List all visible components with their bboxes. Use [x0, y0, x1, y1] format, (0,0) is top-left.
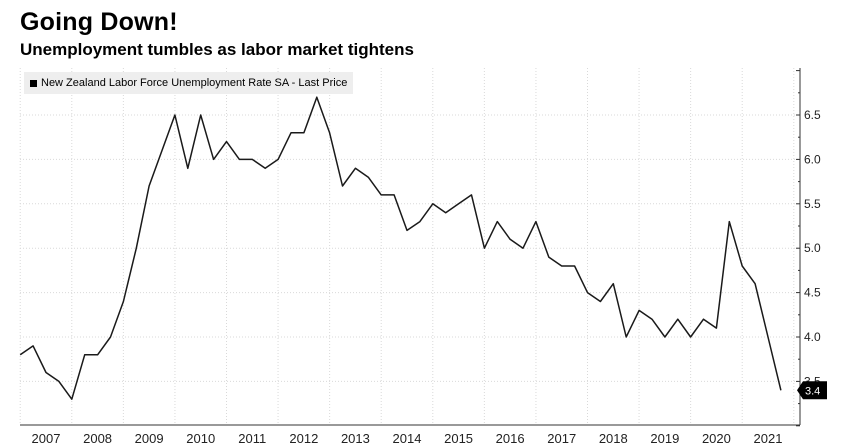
data-point [419, 220, 421, 222]
data-point [393, 194, 395, 196]
data-point [251, 158, 253, 160]
y-tick-label: 6.0 [804, 152, 821, 166]
x-tick-label: 2015 [444, 431, 473, 446]
last-value-badge [797, 381, 827, 400]
series-group [19, 96, 782, 400]
data-point [638, 309, 640, 311]
data-point [625, 336, 627, 338]
data-point [148, 185, 150, 187]
data-point [535, 220, 537, 222]
data-point [444, 211, 446, 213]
y-tick-label: 4.0 [804, 330, 821, 344]
data-point [290, 132, 292, 134]
x-tick-label: 2010 [186, 431, 215, 446]
x-tick-label: 2009 [135, 431, 164, 446]
chart-title: Going Down! [20, 8, 178, 36]
x-tick-label: 2020 [702, 431, 731, 446]
legend: New Zealand Labor Force Unemployment Rat… [24, 72, 354, 94]
data-point [212, 158, 214, 160]
data-point [561, 265, 563, 267]
data-point [715, 327, 717, 329]
data-point [483, 247, 485, 249]
data-point [187, 167, 189, 169]
y-tick-label: 6.5 [804, 108, 821, 122]
data-point [45, 371, 47, 373]
data-point [354, 167, 356, 169]
data-point [406, 229, 408, 231]
series-line [19, 96, 782, 400]
data-point [122, 300, 124, 302]
data-point [780, 389, 782, 391]
data-point [754, 283, 756, 285]
x-tick-label: 2018 [599, 431, 628, 446]
data-point [83, 354, 85, 356]
data-point [522, 247, 524, 249]
data-point [728, 220, 730, 222]
gridlines [19, 68, 800, 425]
data-point [32, 345, 34, 347]
data-point [19, 354, 21, 356]
y-tick-label: 5.5 [804, 197, 821, 211]
data-point [135, 247, 137, 249]
data-point [303, 132, 305, 134]
data-point [599, 300, 601, 302]
x-axis: 2007 2008 2009 2010 2011 2012 2013 2014 2015 2016… [20, 424, 800, 446]
x-tick-label: 2007 [32, 431, 61, 446]
legend-swatch [30, 79, 37, 87]
x-tick-label: 2014 [393, 431, 422, 446]
data-point [573, 265, 575, 267]
x-tick-label: 2016 [496, 431, 525, 446]
data-point [767, 336, 769, 338]
data-point [651, 318, 653, 320]
data-point [277, 158, 279, 160]
data-point [71, 398, 73, 400]
x-tick-label: 2012 [289, 431, 318, 446]
x-tick-label: 2013 [341, 431, 370, 446]
data-point [238, 158, 240, 160]
data-point [200, 114, 202, 116]
data-point [677, 318, 679, 320]
last-value-marker: 3.4 [797, 381, 827, 400]
data-point [161, 149, 163, 151]
data-point [174, 114, 176, 116]
data-point [264, 167, 266, 169]
data-point [496, 220, 498, 222]
data-point [586, 291, 588, 293]
last-value-label: 3.4 [805, 385, 820, 397]
x-tick-label: 2011 [238, 431, 266, 446]
data-point [380, 194, 382, 196]
x-tick-label: 2021 [754, 431, 783, 446]
data-point [109, 336, 111, 338]
y-tick-label: 4.5 [804, 286, 821, 300]
legend-label: New Zealand Labor Force Unemployment Rat… [41, 77, 348, 89]
data-point [225, 140, 227, 142]
data-point [470, 194, 472, 196]
data-point [509, 238, 511, 240]
data-point [741, 265, 743, 267]
y-tick-label: 5.0 [804, 241, 821, 255]
x-tick-label: 2019 [650, 431, 679, 446]
x-tick-label: 2008 [83, 431, 112, 446]
data-point [341, 185, 343, 187]
data-point [702, 318, 704, 320]
data-point [432, 203, 434, 205]
chart-subtitle: Unemployment tumbles as labor market tig… [20, 40, 414, 59]
data-point [316, 96, 318, 98]
data-point [689, 336, 691, 338]
x-tick-label: 2017 [547, 431, 576, 446]
y-axis: 3.54.04.55.05.56.06.5 [796, 68, 821, 427]
data-point [612, 283, 614, 285]
data-point [328, 132, 330, 134]
data-point [664, 336, 666, 338]
data-point [457, 203, 459, 205]
data-point [58, 380, 60, 382]
data-point [96, 354, 98, 356]
data-point [367, 176, 369, 178]
data-point [548, 256, 550, 258]
